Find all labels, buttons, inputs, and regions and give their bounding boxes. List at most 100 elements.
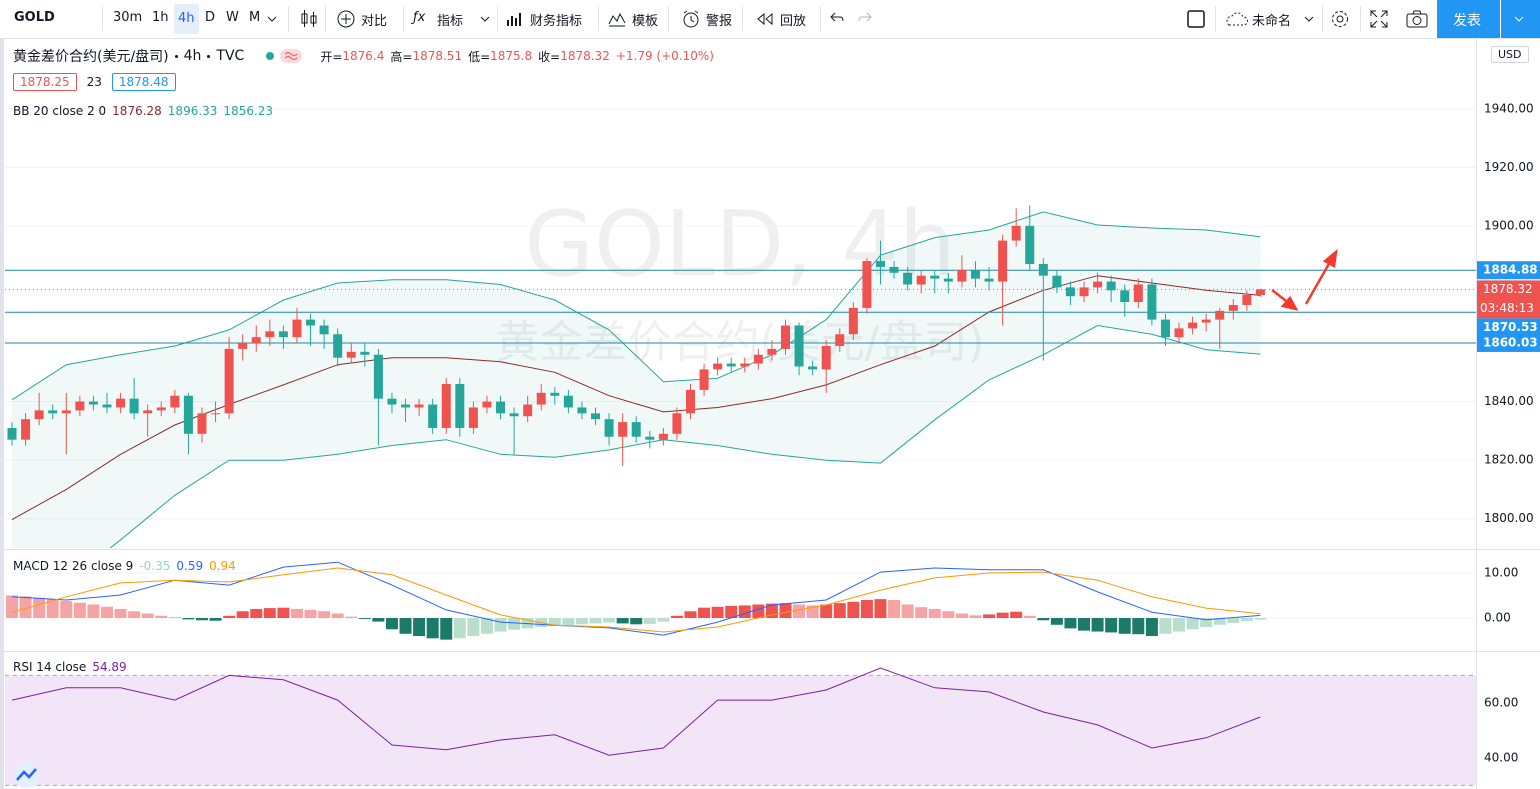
- interval-active[interactable]: 4h: [174, 4, 199, 34]
- replay-icon[interactable]: [756, 12, 774, 26]
- symbol-title: 黄金差价合约(美元/盘司): [13, 49, 169, 65]
- snapshot-icon[interactable]: [1406, 10, 1428, 28]
- publish-label[interactable]: 发表: [1453, 13, 1481, 29]
- layout-name[interactable]: 未命名: [1252, 14, 1292, 29]
- template-icon[interactable]: [608, 11, 626, 27]
- template-button[interactable]: 模板: [632, 14, 659, 29]
- y-tick-label: 40.00: [1484, 750, 1518, 764]
- macd-hist-bar: [1145, 618, 1158, 637]
- bid[interactable]: 1878.25: [13, 73, 77, 91]
- candle-body: [1228, 304, 1238, 311]
- macd-hist-bar: [1132, 618, 1145, 635]
- interval[interactable]: D: [205, 10, 216, 25]
- candle-body: [1255, 289, 1265, 296]
- candle-body: [631, 422, 641, 437]
- rsi-value: 54.89: [92, 660, 127, 674]
- separator: [497, 6, 498, 32]
- candle-body: [306, 319, 316, 326]
- macd-hist-bar: [467, 618, 480, 637]
- candle-body: [1242, 295, 1252, 305]
- settings-icon[interactable]: [1330, 9, 1350, 29]
- interval[interactable]: 1h: [152, 10, 169, 25]
- compare-button[interactable]: 对比: [361, 14, 388, 29]
- candle-body: [767, 348, 777, 355]
- dot: [207, 54, 211, 58]
- redo-icon[interactable]: [858, 12, 872, 24]
- macd-hist-bar: [19, 596, 32, 619]
- macd-signal-value: 0.94: [209, 559, 236, 573]
- select-icon[interactable]: [1187, 10, 1205, 28]
- candle-body: [1160, 319, 1170, 338]
- alert-button[interactable]: 警报: [706, 14, 733, 29]
- quote-legend: 1878.25 23 1878.48: [13, 73, 176, 91]
- candle-body: [1147, 284, 1157, 320]
- macd-value: 0.59: [176, 559, 204, 573]
- level-label: 1884.88: [1483, 263, 1538, 277]
- y-tick-label: 1940.00: [1484, 101, 1534, 115]
- candle-body: [536, 392, 546, 405]
- interval[interactable]: W: [226, 10, 239, 25]
- macd-hist-bar: [168, 617, 181, 619]
- candle-body: [658, 433, 668, 440]
- candle-body: [740, 363, 750, 367]
- countdown: 03:48:13: [1480, 301, 1534, 315]
- y-tick-label: 1920.00: [1484, 160, 1534, 174]
- candle-body: [1215, 310, 1225, 320]
- macd-hist-bar: [33, 597, 46, 619]
- fx-icon[interactable]: ƒx: [413, 10, 426, 25]
- fullscreen-icon[interactable]: [1370, 10, 1388, 28]
- candle-body: [183, 395, 193, 434]
- chart-type-icon[interactable]: [300, 9, 318, 29]
- candle-body: [455, 384, 465, 428]
- macd-hist-bar: [413, 618, 426, 637]
- chevron[interactable]: [1514, 15, 1524, 23]
- currency[interactable]: USD: [1491, 46, 1529, 63]
- alert-icon[interactable]: [681, 9, 701, 29]
- interval[interactable]: 30m: [113, 10, 143, 25]
- publish-button[interactable]: [1437, 0, 1500, 38]
- symbol[interactable]: GOLD: [14, 10, 55, 25]
- candle-body: [875, 261, 885, 267]
- cloud-icon[interactable]: [1223, 11, 1249, 27]
- candle-body: [1120, 290, 1130, 303]
- macd-hist-bar: [182, 618, 195, 620]
- macd-hist-bar: [616, 618, 629, 624]
- chevron[interactable]: [1304, 15, 1314, 23]
- compare-icon[interactable]: [337, 10, 355, 28]
- candle-body: [686, 389, 695, 414]
- rsi-pane: [5, 667, 1476, 786]
- replay-button[interactable]: 回放: [780, 14, 807, 29]
- layers: 1800.00 1820.00 1840.00 1900.00 1920.00 1940.…: [5, 101, 1540, 786]
- financials-button[interactable]: 财务指标: [530, 14, 583, 29]
- interval[interactable]: M: [249, 10, 261, 25]
- macd-hist-bar: [209, 618, 222, 621]
- candle-body: [998, 240, 1008, 282]
- macd-hist-bar: [372, 618, 385, 622]
- candle-body: [523, 404, 533, 417]
- chevron[interactable]: [267, 15, 277, 23]
- chevron[interactable]: [480, 15, 490, 23]
- undo-icon[interactable]: [830, 12, 844, 24]
- candle-body: [238, 343, 248, 349]
- ask[interactable]: 1878.48: [111, 73, 176, 91]
- separator: [742, 6, 743, 32]
- candle-body: [333, 334, 343, 358]
- macd-hist-bar: [426, 618, 439, 639]
- status-icons[interactable]: [262, 48, 308, 64]
- main-legend: 黄金差价合约(美元/盘司) 4h TVC 开= 1876.4 高= 1878.51 …: [13, 46, 714, 66]
- macd-hist-value: -0.35: [139, 559, 171, 573]
- candle-body: [903, 272, 913, 285]
- separator: [668, 6, 669, 32]
- last-price-box: [1477, 280, 1540, 319]
- macd-hist-bar: [1050, 618, 1063, 625]
- financials-icon[interactable]: [506, 11, 522, 27]
- macd-hist-bar: [385, 618, 398, 630]
- candle-body: [143, 410, 153, 414]
- macd-hist-bar: [304, 609, 317, 619]
- macd-hist-bar: [996, 612, 1009, 619]
- indicators-button[interactable]: 指标: [437, 14, 464, 29]
- macd-hist-bar: [589, 618, 602, 624]
- candle-body: [604, 419, 614, 437]
- candle-body: [1106, 281, 1116, 291]
- separator: [598, 6, 599, 32]
